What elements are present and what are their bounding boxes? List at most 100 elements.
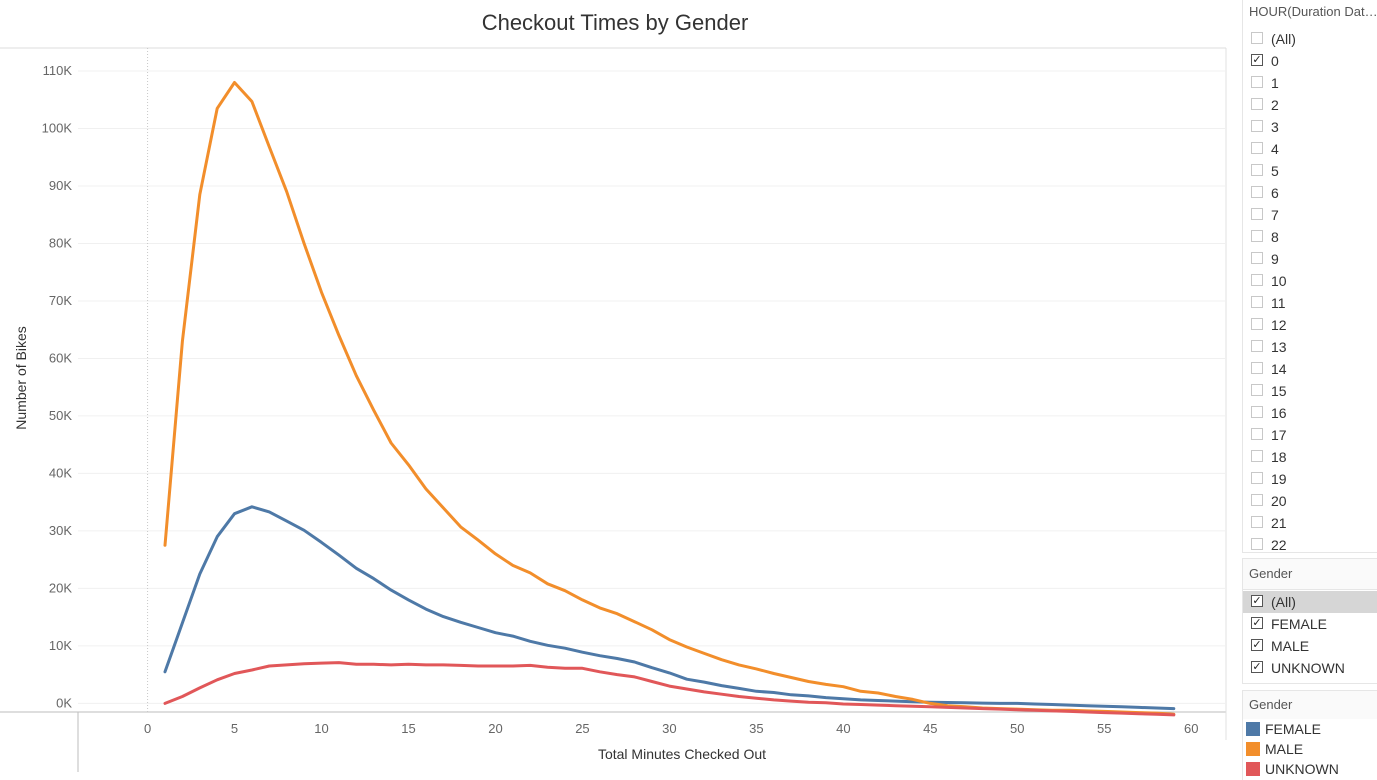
hour_filter-item-label: 7 (1271, 207, 1279, 223)
checkbox[interactable] (1251, 472, 1263, 484)
checkbox[interactable] (1251, 230, 1263, 242)
series-line-female[interactable] (163, 505, 1176, 711)
hour_filter-item[interactable]: 14 (1243, 358, 1377, 380)
x-tick-label: 60 (1184, 721, 1198, 736)
checkbox[interactable] (1251, 362, 1263, 374)
hour_filter-item-label: 21 (1271, 515, 1287, 531)
x-tick-label: 15 (401, 721, 415, 736)
checkbox[interactable] (1251, 186, 1263, 198)
legend-label: FEMALE (1265, 721, 1322, 737)
hour_filter-item-label: 19 (1271, 471, 1287, 487)
checkbox[interactable] (1251, 340, 1263, 352)
hour_filter-item[interactable]: 1 (1243, 72, 1377, 94)
checkbox[interactable] (1251, 450, 1263, 462)
hour_filter-item[interactable]: 2 (1243, 94, 1377, 116)
hour_filter-item[interactable]: 22 (1243, 534, 1377, 552)
gender_filter-item-label: (All) (1271, 594, 1296, 610)
hour_filter-item[interactable]: 9 (1243, 248, 1377, 270)
hour_filter-item[interactable]: 16 (1243, 402, 1377, 424)
checkbox[interactable] (1251, 384, 1263, 396)
checkbox[interactable]: ✓ (1251, 639, 1263, 651)
y-tick-label: 0K (56, 695, 72, 710)
checkbox[interactable]: ✓ (1251, 54, 1263, 66)
legend-label: MALE (1265, 741, 1304, 757)
x-tick-label: 40 (836, 721, 850, 736)
checkbox[interactable] (1251, 538, 1263, 550)
hour_filter-item[interactable]: 6 (1243, 182, 1377, 204)
hour_filter-item[interactable]: 15 (1243, 380, 1377, 402)
checkbox[interactable] (1251, 120, 1263, 132)
hour_filter-item[interactable]: 10 (1243, 270, 1377, 292)
checkbox[interactable] (1251, 98, 1263, 110)
gender_filter-item[interactable]: ✓ (All) (1243, 591, 1377, 613)
gender-filter-list: ✓ (All) ✓ FEMALE ✓ MALE ✓ UNKNOWN (1243, 591, 1377, 679)
y-tick-label: 100K (42, 120, 73, 135)
checkbox[interactable] (1251, 164, 1263, 176)
checkbox[interactable] (1251, 76, 1263, 88)
checkbox[interactable]: ✓ (1251, 617, 1263, 629)
checkbox[interactable] (1251, 32, 1263, 44)
checkbox[interactable] (1251, 494, 1263, 506)
checkbox[interactable] (1251, 274, 1263, 286)
hour_filter-item[interactable]: 8 (1243, 226, 1377, 248)
hour_filter-item[interactable]: 20 (1243, 490, 1377, 512)
legend-item[interactable]: MALE (1243, 739, 1377, 759)
hour_filter-item-label: 3 (1271, 119, 1279, 135)
legend-label: UNKNOWN (1265, 761, 1339, 777)
hour_filter-item[interactable]: 17 (1243, 424, 1377, 446)
checkbox[interactable] (1251, 318, 1263, 330)
checkbox[interactable]: ✓ (1251, 661, 1263, 673)
y-tick-label: 20K (49, 580, 72, 595)
legend-item[interactable]: UNKNOWN (1243, 759, 1377, 779)
legend-swatch (1246, 742, 1260, 756)
hour_filter-item[interactable]: 5 (1243, 160, 1377, 182)
checkbox[interactable] (1251, 406, 1263, 418)
gender_filter-item[interactable]: ✓ UNKNOWN (1243, 657, 1377, 679)
hour_filter-item-label: 6 (1271, 185, 1279, 201)
checkbox[interactable] (1251, 142, 1263, 154)
y-tick-label: 50K (49, 408, 72, 423)
x-tick-label: 0 (144, 721, 151, 736)
y-tick-label: 80K (49, 235, 72, 250)
x-tick-label: 50 (1010, 721, 1024, 736)
hour_filter-item[interactable]: 4 (1243, 138, 1377, 160)
hour-filter-panel: HOUR(Duration Dateti.. (All) ✓ 0 1 2 3 4 5 6 7 8 9 1… (1242, 0, 1377, 553)
hour_filter-item[interactable]: 3 (1243, 116, 1377, 138)
checkbox[interactable] (1251, 428, 1263, 440)
hour_filter-item[interactable]: 7 (1243, 204, 1377, 226)
hour_filter-item[interactable]: 19 (1243, 468, 1377, 490)
checkbox[interactable] (1251, 516, 1263, 528)
x-tick-label: 20 (488, 721, 502, 736)
y-tick-label: 90K (49, 178, 72, 193)
hour_filter-item[interactable]: ✓ 0 (1243, 50, 1377, 72)
hour_filter-item-label: 11 (1271, 295, 1286, 311)
gender-filter-title: Gender (1243, 559, 1377, 590)
gender_filter-item-label: FEMALE (1271, 616, 1328, 632)
x-tick-label: 25 (575, 721, 589, 736)
legend-list: FEMALE MALE UNKNOWN (1243, 719, 1377, 779)
legend-swatch (1246, 762, 1260, 776)
hour_filter-item[interactable]: 18 (1243, 446, 1377, 468)
gender-filter-panel: Gender ✓ (All) ✓ FEMALE ✓ MALE ✓ UNKNOWN (1242, 558, 1377, 684)
hour_filter-item[interactable]: 12 (1243, 314, 1377, 336)
y-tick-label: 110K (43, 63, 73, 78)
series-line-male[interactable] (163, 81, 1176, 716)
checkbox[interactable] (1251, 208, 1263, 220)
sidebar: HOUR(Duration Dateti.. (All) ✓ 0 1 2 3 4 5 6 7 8 9 1… (1238, 0, 1377, 780)
hour_filter-item[interactable]: 11 (1243, 292, 1377, 314)
checkbox[interactable] (1251, 296, 1263, 308)
hour_filter-item[interactable]: 21 (1243, 512, 1377, 534)
hour_filter-item[interactable]: (All) (1243, 28, 1377, 50)
hour-filter-title: HOUR(Duration Dateti.. (1249, 4, 1377, 19)
gender_filter-item[interactable]: ✓ MALE (1243, 635, 1377, 657)
hour_filter-item-label: 13 (1271, 339, 1287, 355)
series-line-unknown[interactable] (163, 661, 1176, 717)
hour_filter-item[interactable]: 13 (1243, 336, 1377, 358)
checkbox[interactable] (1251, 252, 1263, 264)
gender_filter-item[interactable]: ✓ FEMALE (1243, 613, 1377, 635)
checkbox[interactable]: ✓ (1251, 595, 1263, 607)
hour_filter-item-label: 4 (1271, 141, 1279, 157)
y-tick-label: 70K (49, 293, 72, 308)
legend-item[interactable]: FEMALE (1243, 719, 1377, 739)
hour_filter-item-label: 2 (1271, 97, 1279, 113)
